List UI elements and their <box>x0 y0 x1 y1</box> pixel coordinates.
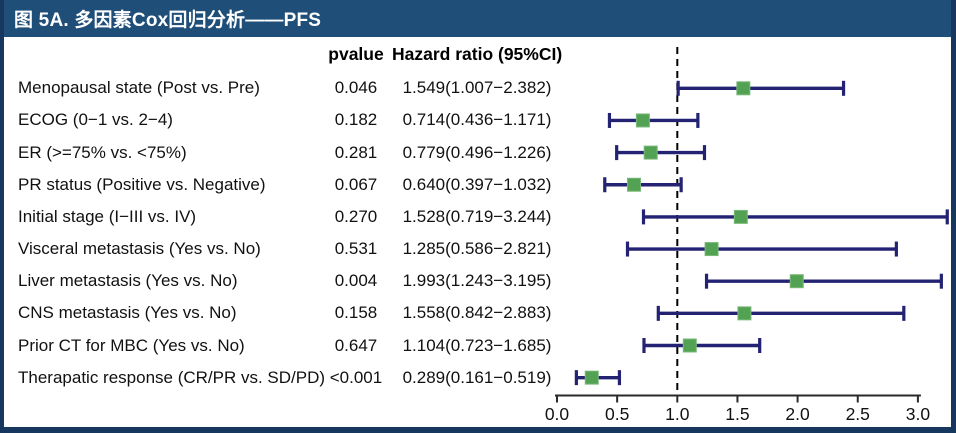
row-pvalue: 0.182 <box>334 110 378 130</box>
row-label: CNS metastasis (Yes vs. No) <box>18 303 237 323</box>
row-pvalue: 0.531 <box>334 239 378 259</box>
column-header-pvalue: pvalue <box>328 44 384 64</box>
row-pvalue: 0.004 <box>334 271 378 291</box>
table-row: PR status (Positive vs. Negative) 0.067 … <box>4 169 564 201</box>
row-pvalue: 0.270 <box>334 206 378 226</box>
row-hazard-ratio: 0.714(0.436−1.171) <box>402 110 552 130</box>
table-row: Prior CT for MBC (Yes vs. No) 0.647 1.10… <box>4 330 564 362</box>
column-header-hazard-ratio: Hazard ratio (95%CI) <box>392 44 563 64</box>
hr-marker <box>643 145 658 160</box>
row-hazard-ratio: 0.289(0.161−0.519) <box>402 367 552 387</box>
x-axis-tick-label: 0.5 <box>605 404 629 424</box>
row-hazard-ratio: 1.549(1.007−2.382) <box>402 78 552 98</box>
hr-marker <box>584 370 599 385</box>
table-row: Menopausal state (Post vs. Pre) 0.046 1.… <box>4 72 564 104</box>
row-hazard-ratio: 1.528(0.719−3.244) <box>402 206 552 226</box>
row-hazard-ratio: 1.993(1.243−3.195) <box>402 271 552 291</box>
row-label: Initial stage (I−III vs. IV) <box>18 206 197 226</box>
table-row: ECOG (0−1 vs. 2−4) 0.182 0.714(0.436−1.1… <box>4 104 564 136</box>
row-hazard-ratio: 1.558(0.842−2.883) <box>402 303 552 323</box>
row-label: ECOG (0−1 vs. 2−4) <box>18 110 173 130</box>
x-axis-tick-label: 3.0 <box>906 404 931 424</box>
hr-marker <box>733 209 748 224</box>
row-label: ER (>=75% vs. <75%) <box>18 142 187 162</box>
hr-marker <box>789 274 804 289</box>
table-row: CNS metastasis (Yes vs. No) 0.158 1.558(… <box>4 297 564 329</box>
row-label: Menopausal state (Post vs. Pre) <box>18 78 260 98</box>
row-hazard-ratio: 0.640(0.397−1.032) <box>402 174 552 194</box>
row-hazard-ratio: 0.779(0.496−1.226) <box>402 142 552 162</box>
table-row: Initial stage (I−III vs. IV) 0.270 1.528… <box>4 201 564 233</box>
figure-title-bar: 图 5A. 多因素Cox回归分析——PFS <box>4 0 951 37</box>
hr-marker <box>736 81 751 96</box>
table-row: Therapatic response (CR/PR vs. SD/PD) <0… <box>4 362 564 394</box>
row-hazard-ratio: 1.104(0.723−1.685) <box>402 335 552 355</box>
row-label: Therapatic response (CR/PR vs. SD/PD) <box>18 367 326 387</box>
row-pvalue: 0.647 <box>334 335 378 355</box>
row-pvalue: 0.046 <box>334 78 378 98</box>
row-pvalue: 0.158 <box>334 303 378 323</box>
x-axis-tick-label: 2.5 <box>846 404 870 424</box>
table-row: Liver metastasis (Yes vs. No) 0.004 1.99… <box>4 265 564 297</box>
row-pvalue: 0.281 <box>334 142 378 162</box>
x-axis-tick-label: 1.5 <box>725 404 749 424</box>
table-row: ER (>=75% vs. <75%) 0.281 0.779(0.496−1.… <box>4 137 564 169</box>
x-axis-tick-label: 2.0 <box>785 404 810 424</box>
row-pvalue: 0.067 <box>334 174 378 194</box>
hr-marker <box>635 113 650 128</box>
x-axis-tick-label: 1.0 <box>665 404 690 424</box>
table-row: Visceral metastasis (Yes vs. No) 0.531 1… <box>4 233 564 265</box>
x-axis-tick-label: 0.0 <box>545 404 570 424</box>
row-label: Liver metastasis (Yes vs. No) <box>18 271 238 291</box>
hr-marker <box>737 306 752 321</box>
row-label: Visceral metastasis (Yes vs. No) <box>18 239 261 259</box>
row-pvalue: <0.001 <box>329 367 383 387</box>
figure-title: 图 5A. 多因素Cox回归分析——PFS <box>14 10 322 31</box>
row-label: Prior CT for MBC (Yes vs. No) <box>18 335 245 355</box>
row-hazard-ratio: 1.285(0.586−2.821) <box>402 239 552 259</box>
hr-marker <box>626 177 641 192</box>
row-label: PR status (Positive vs. Negative) <box>18 174 266 194</box>
hr-marker <box>682 338 697 353</box>
hr-marker <box>704 242 719 257</box>
